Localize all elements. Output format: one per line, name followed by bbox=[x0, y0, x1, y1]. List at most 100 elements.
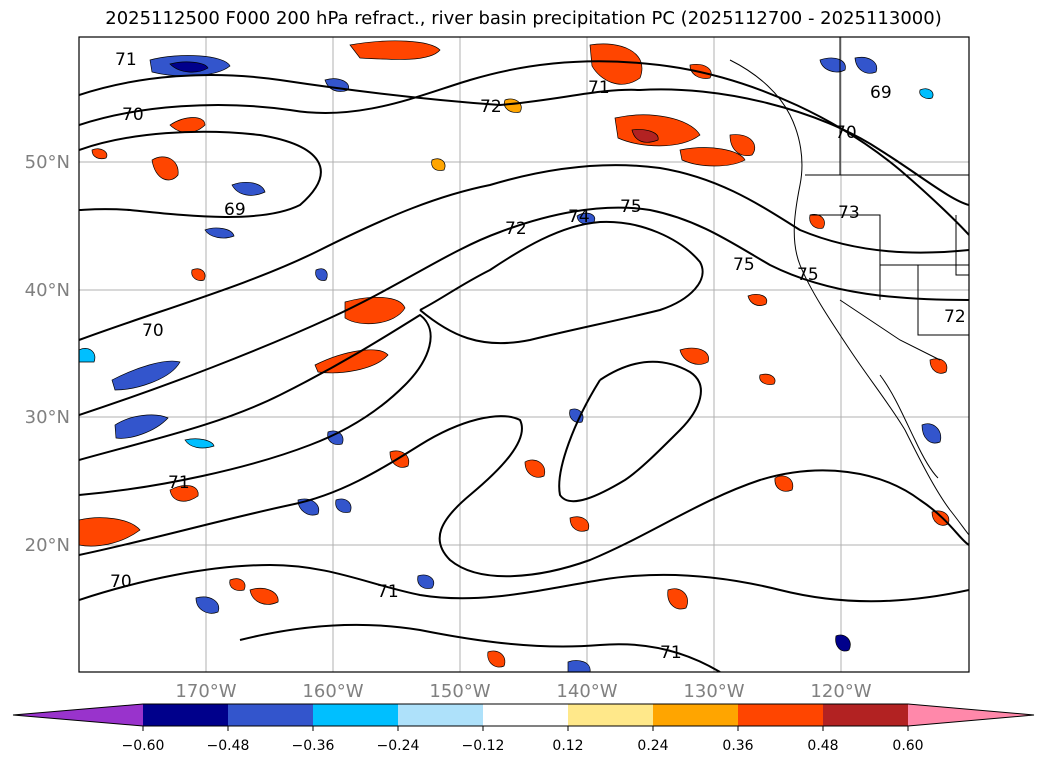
contour-label: 70 bbox=[110, 572, 132, 592]
colorbar-ticks: −0.60 −0.48 −0.36 −0.24 −0.12 0.12 0.24 0.36 0.4… bbox=[122, 726, 924, 754]
contour-label: 75 bbox=[733, 255, 755, 275]
colorbar-tick-label: −0.36 bbox=[292, 738, 335, 754]
contour-line bbox=[558, 360, 702, 503]
colorbar-tick-label: 0.12 bbox=[552, 738, 583, 754]
colorbar-extend-high bbox=[908, 704, 1034, 726]
colorbar-segment bbox=[228, 704, 313, 726]
contour-label: 69 bbox=[224, 200, 246, 220]
baja-coast bbox=[879, 374, 939, 479]
precip-blob bbox=[524, 459, 546, 478]
precip-blob bbox=[679, 347, 709, 365]
precip-blob bbox=[335, 498, 352, 513]
precip-blob bbox=[569, 516, 590, 532]
precip-blob bbox=[729, 134, 756, 156]
contour-label: 75 bbox=[797, 265, 819, 285]
contour-line bbox=[239, 623, 721, 672]
gridlines bbox=[79, 37, 969, 672]
contour-label: 74 bbox=[568, 207, 590, 227]
state-border bbox=[839, 299, 941, 361]
precip-blob bbox=[79, 348, 96, 363]
latitude-labels: 50°N 40°N 30°N 20°N bbox=[25, 152, 70, 556]
colorbar-segment bbox=[483, 704, 568, 726]
contour-label: 71 bbox=[588, 78, 610, 98]
map-panel bbox=[79, 37, 969, 672]
colorbar bbox=[12, 703, 1035, 727]
colorbar-tick-label: −0.24 bbox=[377, 738, 420, 754]
lat-label-50n: 50°N bbox=[25, 152, 70, 173]
contour-line bbox=[79, 60, 969, 236]
colorbar-tick-label: −0.48 bbox=[207, 738, 250, 754]
contour-label: 70 bbox=[122, 105, 144, 125]
precip-blob bbox=[195, 596, 220, 614]
contour-line bbox=[79, 164, 969, 341]
precip-blob bbox=[327, 430, 344, 445]
precip-blob bbox=[667, 588, 688, 610]
state-border bbox=[917, 265, 969, 336]
colorbar-segment bbox=[143, 704, 228, 726]
colorbar-tick-label: 0.48 bbox=[807, 738, 838, 754]
precip-blob bbox=[91, 148, 108, 160]
colorbar-segment bbox=[398, 704, 483, 726]
contour-label: 72 bbox=[480, 97, 502, 117]
colorbar-segment bbox=[823, 704, 908, 726]
contour-label: 70 bbox=[142, 321, 164, 341]
precip-blob bbox=[921, 423, 942, 444]
lon-label-150w: 150°W bbox=[429, 681, 490, 702]
lon-label-130w: 130°W bbox=[683, 681, 744, 702]
colorbar-segment bbox=[313, 704, 398, 726]
precip-blob bbox=[204, 227, 235, 239]
lat-label-40n: 40°N bbox=[25, 280, 70, 301]
contour-labels: 71 70 72 71 69 70 69 72 74 75 73 75 75 7… bbox=[110, 50, 966, 663]
precip-blob bbox=[169, 485, 199, 502]
precip-blob bbox=[919, 88, 934, 99]
colorbar-extend-low bbox=[13, 704, 143, 726]
contour-label: 73 bbox=[838, 203, 860, 223]
colorbar-segment bbox=[568, 704, 653, 726]
contour-line bbox=[79, 314, 432, 496]
contour-line bbox=[419, 220, 704, 345]
contour-line bbox=[79, 130, 322, 218]
colorbar-tick-label: −0.60 bbox=[122, 738, 165, 754]
precip-blob bbox=[631, 129, 659, 143]
lon-label-120w: 120°W bbox=[810, 681, 871, 702]
contour-line bbox=[79, 74, 969, 206]
precip-blob bbox=[589, 43, 643, 85]
contour-line bbox=[79, 415, 969, 578]
precip-blob bbox=[169, 117, 206, 133]
map-frame bbox=[78, 36, 970, 673]
north-america-coast bbox=[729, 59, 969, 536]
lon-label-160w: 160°W bbox=[302, 681, 363, 702]
precip-blob bbox=[567, 660, 591, 672]
precip-blob bbox=[774, 475, 794, 492]
colorbar-segment bbox=[653, 704, 738, 726]
lon-label-170w: 170°W bbox=[175, 681, 236, 702]
precip-blob bbox=[835, 634, 851, 652]
coastlines bbox=[729, 37, 969, 536]
figure-title: 2025112500 F000 200 hPa refract., river … bbox=[105, 8, 942, 29]
precip-blob bbox=[747, 294, 768, 306]
colorbar-tick-label: 0.36 bbox=[722, 738, 753, 754]
precip-blob bbox=[487, 650, 506, 668]
precip-blob bbox=[79, 517, 141, 547]
precip-blob bbox=[191, 268, 206, 281]
precip-blob bbox=[231, 182, 266, 196]
refractivity-contours bbox=[79, 60, 969, 672]
precip-blob bbox=[431, 158, 446, 171]
contour-label: 75 bbox=[620, 197, 642, 217]
precip-blob bbox=[349, 40, 441, 60]
precip-blob bbox=[111, 360, 181, 391]
lat-label-20n: 20°N bbox=[25, 535, 70, 556]
colorbar-segment bbox=[738, 704, 823, 726]
contour-label: 71 bbox=[377, 582, 399, 602]
precip-blob bbox=[679, 147, 746, 167]
precip-blob bbox=[151, 156, 179, 181]
contour-label: 71 bbox=[660, 643, 682, 663]
state-border bbox=[955, 215, 969, 276]
contour-label: 69 bbox=[870, 83, 892, 103]
precip-blob bbox=[169, 61, 209, 73]
precip-blob bbox=[819, 57, 846, 73]
contour-line bbox=[79, 206, 969, 416]
contour-label: 71 bbox=[115, 50, 137, 70]
precip-blob bbox=[184, 438, 215, 449]
